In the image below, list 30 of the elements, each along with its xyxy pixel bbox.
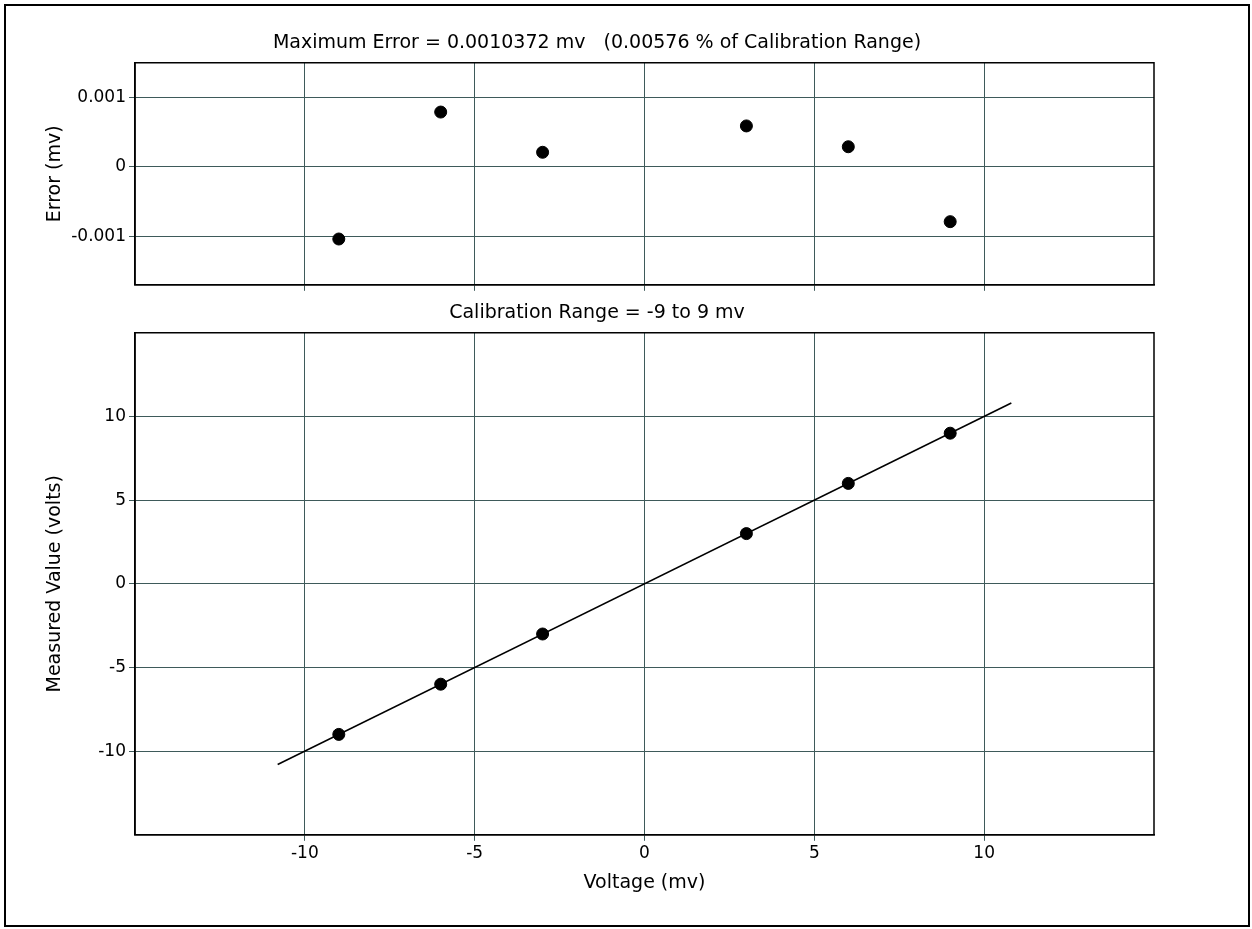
x-tick-label: 5 — [808, 842, 820, 863]
point — [739, 119, 753, 133]
y-tick-label: -0.001 — [71, 224, 126, 245]
x-tick-label: -5 — [466, 842, 484, 863]
point — [332, 727, 346, 741]
y-axis-title: Error (mv) — [42, 125, 65, 223]
y-tick-label: 0 — [115, 572, 126, 593]
x-axis-title: Voltage (mv) — [583, 869, 706, 892]
x-tick-label: 10 — [973, 842, 995, 863]
point — [943, 215, 957, 229]
point — [332, 232, 346, 246]
chart-title: Maximum Error = 0.0010372 mv (0.00576 % of Calibration Range) — [272, 30, 922, 53]
point — [434, 677, 448, 691]
y-tick-label: -5 — [109, 655, 126, 676]
x-tick-label: -10 — [290, 842, 319, 863]
y-tick-label: 10 — [104, 404, 126, 425]
point — [434, 105, 448, 119]
point — [536, 627, 550, 641]
y-tick-label: 0 — [115, 155, 126, 176]
chart-title: Calibration Range = -9 to 9 mv — [449, 300, 745, 323]
y-axis-title: Measured Value (volts) — [42, 475, 65, 693]
point — [841, 140, 855, 154]
y-tick-label: -10 — [98, 739, 126, 760]
y-tick-label: 5 — [115, 488, 126, 509]
point — [739, 527, 753, 541]
point — [536, 145, 550, 159]
point — [841, 476, 855, 490]
y-tick-label: 0.001 — [77, 85, 126, 106]
point — [943, 426, 957, 440]
x-tick-label: 0 — [639, 842, 650, 863]
